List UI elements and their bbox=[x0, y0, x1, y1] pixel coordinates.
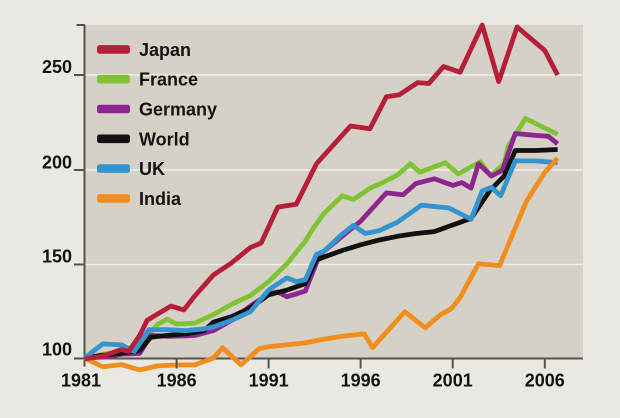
svg-text:World: World bbox=[139, 129, 190, 149]
svg-text:150: 150 bbox=[42, 247, 72, 267]
svg-text:1986: 1986 bbox=[157, 371, 197, 391]
svg-text:200: 200 bbox=[42, 153, 72, 173]
svg-text:100: 100 bbox=[42, 340, 72, 360]
svg-text:India: India bbox=[139, 189, 182, 209]
svg-text:UK: UK bbox=[139, 159, 165, 179]
svg-text:1981: 1981 bbox=[61, 371, 101, 391]
svg-text:1996: 1996 bbox=[341, 371, 381, 391]
svg-text:2001: 2001 bbox=[433, 371, 473, 391]
svg-text:250: 250 bbox=[42, 57, 72, 77]
svg-text:France: France bbox=[139, 70, 198, 90]
svg-text:1991: 1991 bbox=[249, 371, 289, 391]
svg-text:2006: 2006 bbox=[525, 371, 565, 391]
svg-text:Germany: Germany bbox=[139, 100, 217, 120]
svg-text:Japan: Japan bbox=[139, 40, 191, 60]
